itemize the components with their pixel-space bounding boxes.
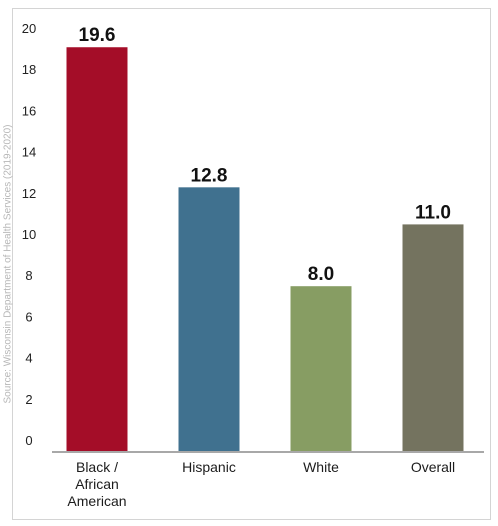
data-label: 19.6 xyxy=(79,25,116,46)
y-tick-label: 4 xyxy=(25,351,32,366)
bar xyxy=(178,187,240,451)
data-label: 8.0 xyxy=(308,264,334,285)
data-label: 12.8 xyxy=(191,165,228,186)
y-tick-label: 20 xyxy=(22,21,36,36)
bar xyxy=(290,286,352,451)
y-tick-label: 2 xyxy=(25,392,32,407)
data-label: 11.0 xyxy=(415,202,451,223)
x-category-label: Black / African American xyxy=(67,459,126,509)
x-category-label: Hispanic xyxy=(182,459,236,475)
y-tick-label: 6 xyxy=(25,309,32,324)
y-tick-label: 10 xyxy=(22,227,36,242)
bar xyxy=(66,47,128,452)
bar xyxy=(402,224,464,451)
y-tick-label: 12 xyxy=(22,186,36,201)
y-tick-label: 0 xyxy=(25,433,32,448)
y-tick-label: 18 xyxy=(22,62,36,77)
value-labels: 19.6 12.8 8.0 11.0 xyxy=(79,25,451,285)
y-tick-label: 16 xyxy=(22,103,36,118)
y-axis-ticks: 0 2 4 6 8 10 12 14 16 18 20 xyxy=(22,21,36,448)
x-category-label: Overall xyxy=(411,459,455,475)
category-labels: Black / African American Hispanic White Overa… xyxy=(67,459,455,509)
bars xyxy=(66,47,464,452)
x-category-label: White xyxy=(303,459,339,475)
y-tick-label: 8 xyxy=(25,268,32,283)
y-tick-label: 14 xyxy=(22,145,36,160)
